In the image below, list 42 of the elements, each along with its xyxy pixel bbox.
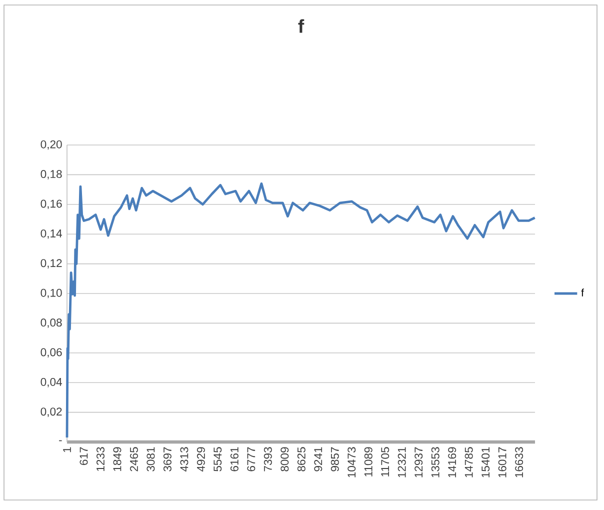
x-tick-label: 3697	[163, 447, 172, 472]
legend-label: f	[581, 288, 584, 296]
y-tick-label: 0,12	[40, 259, 62, 268]
x-tick-label: 6777	[247, 447, 256, 472]
x-tick-label: 3081	[146, 447, 155, 472]
x-tick-label: 2465	[130, 447, 138, 472]
y-tick-label: -	[59, 440, 62, 442]
y-tick-label: 0,16	[40, 200, 62, 210]
x-tick-label: 10473	[348, 447, 356, 478]
y-tick-label: 0,14	[40, 229, 62, 239]
x-tick-label: 9857	[330, 447, 339, 472]
x-tick-label: 11089	[364, 447, 372, 476]
line-series	[66, 182, 536, 439]
x-tick-label: 14169	[448, 447, 456, 478]
y-tick-label: 0,02	[40, 408, 62, 417]
y-tick-label: 0,20	[40, 140, 62, 150]
x-tick-label: 15401	[482, 447, 490, 478]
x-tick-label: 7393	[264, 447, 272, 472]
x-tick-label: 1233	[96, 447, 104, 471]
x-tick-label: 13553	[431, 447, 440, 478]
chart-title: f	[298, 19, 304, 33]
x-tick-label: 9241	[314, 447, 322, 472]
x-tick-label: 16017	[498, 447, 506, 478]
y-tick-label: 0,06	[40, 348, 62, 358]
x-tick-label: 12937	[414, 447, 423, 478]
x-tick-label: 14785	[464, 447, 473, 478]
x-tick-label: 6161	[230, 447, 238, 472]
x-tick-label: 16633	[515, 447, 524, 478]
x-tick-label: 12321	[398, 447, 406, 478]
x-tick-label: 8009	[280, 447, 289, 472]
y-tick-label: 0,18	[40, 170, 62, 180]
x-tick-label: 1	[63, 447, 71, 452]
x-tick-label: 617	[80, 447, 88, 465]
x-tick-label: 1849	[113, 447, 122, 471]
x-tick-label: 8625	[297, 447, 306, 472]
y-tick-label: 0,08	[40, 318, 62, 328]
x-tick-label: 4929	[196, 447, 205, 472]
y-tick-label: 0,04	[40, 378, 62, 388]
x-tick-label: 4313	[180, 447, 188, 472]
y-tick-label: 0,10	[40, 288, 62, 298]
x-tick-label: 11705	[381, 447, 390, 476]
x-tick-label: 5545	[214, 447, 222, 472]
